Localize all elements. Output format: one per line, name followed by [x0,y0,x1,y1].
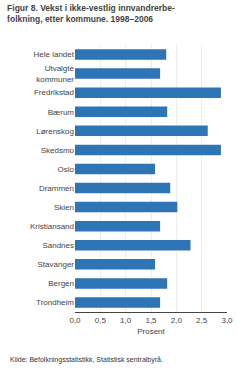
svg-text:Figur 8. Vekst i ikke-vestlig: Figur 8. Vekst i ikke-vestlig innvandrer… [7,3,175,24]
svg-text:Kristiansand: Kristiansand [30,222,74,231]
svg-text:3,0: 3,0 [221,316,233,325]
svg-text:Utvalgtekommuner: Utvalgtekommuner [36,64,74,83]
svg-text:Bergen: Bergen [48,279,74,288]
svg-text:Sandnes: Sandnes [42,241,74,250]
svg-text:Fredrikstad: Fredrikstad [34,88,74,97]
svg-text:Oslo: Oslo [58,165,75,174]
svg-text:Prosent: Prosent [137,327,165,336]
svg-text:Trondheim: Trondheim [36,298,74,307]
svg-text:Lørenskog: Lørenskog [36,127,74,136]
svg-text:0,0: 0,0 [69,316,81,325]
svg-text:Kilde: Befolkningsstatistikk,: Kilde: Befolkningsstatistikk, Statistisk… [10,356,163,364]
svg-text:Drammen: Drammen [39,184,74,193]
svg-text:Stavanger: Stavanger [38,260,75,269]
svg-text:2,0: 2,0 [171,316,183,325]
svg-text:0,5: 0,5 [95,316,107,325]
svg-text:1,0: 1,0 [120,316,132,325]
svg-text:2,5: 2,5 [196,316,208,325]
svg-text:Skedsmo: Skedsmo [41,146,75,155]
svg-text:1,5: 1,5 [145,316,157,325]
svg-text:Hele landet: Hele landet [34,50,75,59]
svg-text:Skien: Skien [54,203,74,212]
svg-text:Bærum: Bærum [48,108,75,117]
